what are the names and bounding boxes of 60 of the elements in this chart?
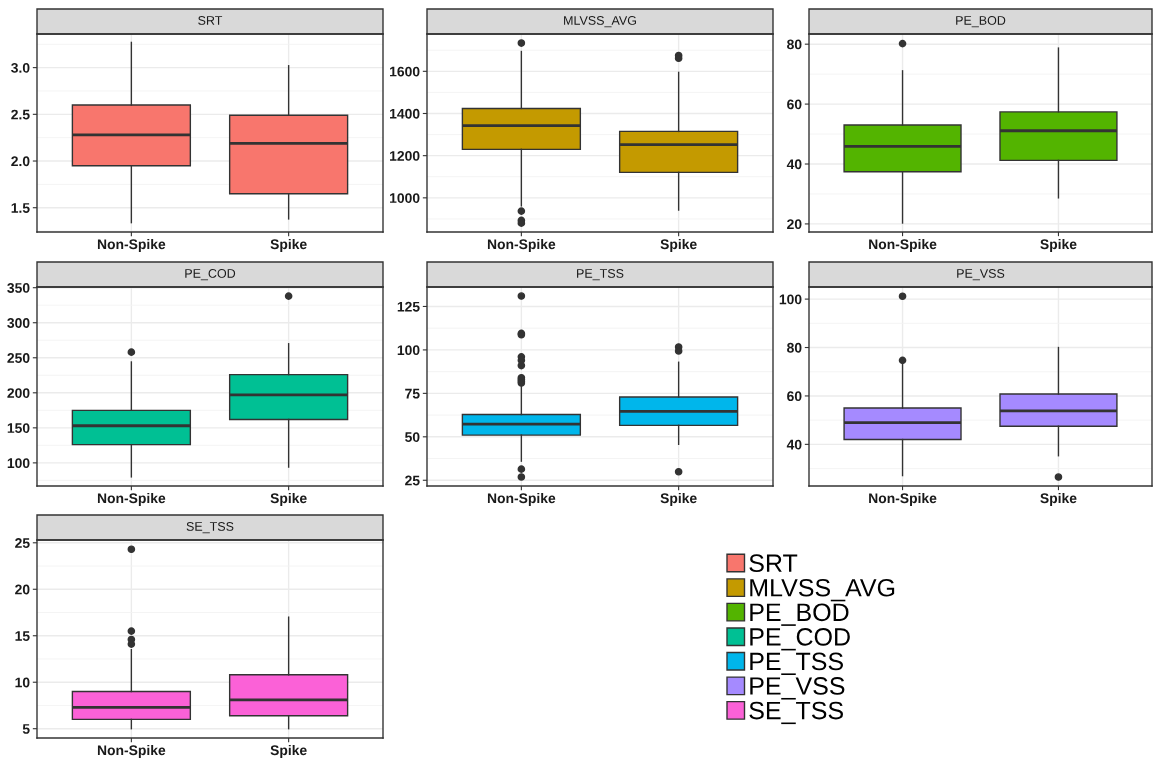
x-tick-label: Non-Spike	[487, 492, 556, 506]
y-tick-label: 3.0	[11, 62, 30, 73]
legend-label: PE_TSS	[750, 652, 843, 675]
y-tick-label: 350	[7, 283, 30, 293]
y-tick-label: 125	[397, 301, 420, 312]
chart-title: PE_TSS	[577, 269, 624, 281]
y-tick-label: 100	[7, 458, 30, 469]
y-tick-label: 60	[787, 391, 802, 402]
legend-label: PE_BOD	[750, 603, 849, 626]
y-tick-label: 150	[7, 423, 30, 434]
y-tick-label: 100	[397, 345, 420, 356]
x-tick-label: Spike	[270, 744, 307, 758]
y-tick-label: 1200	[390, 151, 420, 161]
x-tick-label: Non-Spike	[487, 238, 556, 252]
y-tick-label: 20	[787, 219, 802, 230]
y-tick-label: 2.0	[11, 156, 30, 167]
y-tick-label: 5	[22, 724, 30, 734]
y-tick-label: 60	[787, 99, 802, 110]
legend-label: PE_COD	[750, 628, 850, 651]
y-tick-label: 10	[15, 677, 30, 688]
y-tick-label: 50	[405, 432, 420, 442]
x-tick-label: Spike	[1040, 492, 1077, 506]
y-tick-label: 200	[7, 388, 30, 398]
x-tick-label: Spike	[270, 492, 307, 506]
x-tick-label: Spike	[660, 238, 697, 252]
y-tick-label: 300	[7, 318, 30, 328]
y-tick-label: 80	[787, 39, 802, 50]
y-tick-label: 20	[15, 584, 30, 595]
x-tick-label: Non-Spike	[97, 238, 166, 252]
y-tick-label: 1400	[390, 108, 420, 119]
chart-title: SRT	[198, 16, 223, 25]
y-tick-label: 25	[405, 475, 420, 486]
y-tick-label: 25	[15, 538, 30, 548]
legend-label: SE_TSS	[749, 701, 843, 725]
x-tick-label: Non-Spike	[97, 492, 166, 506]
x-tick-label: Non-Spike	[869, 238, 937, 252]
x-tick-label: Non-Spike	[869, 492, 937, 506]
y-tick-label: 250	[7, 353, 30, 363]
y-tick-label: 80	[787, 342, 802, 353]
y-tick-label: 100	[779, 294, 802, 305]
y-tick-label: 2.5	[11, 109, 30, 120]
y-tick-label: 40	[786, 439, 802, 450]
y-tick-label: 1.5	[11, 203, 30, 213]
y-tick-label: 40	[786, 159, 802, 170]
x-tick-label: Spike	[270, 238, 307, 252]
legend-label: PE_VSS	[750, 677, 845, 700]
x-tick-label: Spike	[1040, 238, 1077, 252]
x-tick-label: Non-Spike	[97, 744, 166, 758]
chart-title: PE_BOD	[956, 16, 1006, 28]
chart-title: PE_VSS	[957, 269, 1005, 281]
y-tick-label: 1000	[390, 193, 420, 204]
legend-label: MLVSS_AVG	[750, 578, 895, 602]
x-tick-label: Spike	[660, 492, 697, 506]
chart-title: MLVSS_AVG	[564, 16, 637, 28]
y-tick-label: 75	[405, 388, 420, 399]
legend-label: SRT	[749, 554, 798, 573]
y-tick-label: 15	[15, 631, 30, 641]
chart-title: SE_TSS	[186, 522, 234, 534]
chart-title: PE_COD	[185, 269, 236, 281]
y-tick-label: 1600	[390, 66, 420, 77]
